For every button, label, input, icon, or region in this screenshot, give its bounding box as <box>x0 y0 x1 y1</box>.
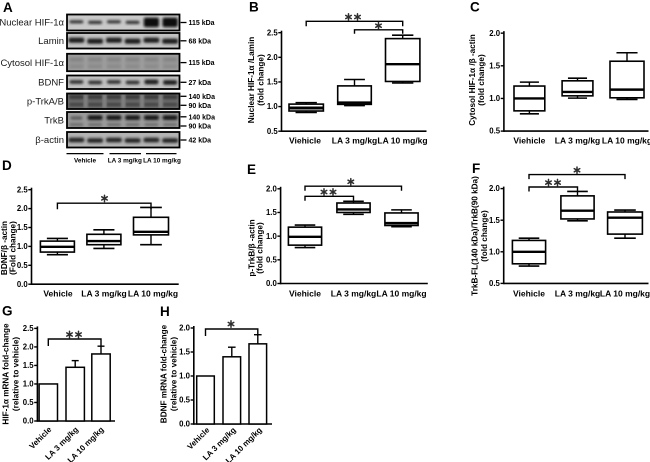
svg-text:H: H <box>160 304 170 319</box>
svg-text:1.0: 1.0 <box>179 372 191 381</box>
svg-text:140 kDa: 140 kDa <box>189 114 216 121</box>
svg-text:(fold change): (fold change) <box>256 222 265 274</box>
svg-text:Viehicle: Viehicle <box>289 289 321 299</box>
svg-text:1.5: 1.5 <box>489 216 501 225</box>
svg-text:Nuclear HIF-1α /Lamin: Nuclear HIF-1α /Lamin <box>247 37 256 123</box>
svg-text:68 kDa: 68 kDa <box>189 38 212 45</box>
svg-text:90 kDa: 90 kDa <box>189 124 212 131</box>
svg-text:140 kDa: 140 kDa <box>189 94 216 101</box>
svg-text:1.5: 1.5 <box>179 348 191 357</box>
svg-text:(relative to vehicle): (relative to vehicle) <box>170 337 179 411</box>
svg-text:1.5: 1.5 <box>17 223 29 232</box>
svg-text:1.5: 1.5 <box>267 78 279 87</box>
svg-text:LA 10 mg/kg: LA 10 mg/kg <box>602 136 650 146</box>
svg-text:LA 3 mg/kg: LA 3 mg/kg <box>81 289 127 299</box>
svg-text:2.0: 2.0 <box>489 29 501 38</box>
svg-text:0.0: 0.0 <box>17 280 29 289</box>
svg-text:1.0: 1.0 <box>267 102 279 111</box>
svg-text:0.0: 0.0 <box>23 417 35 426</box>
svg-text:Nuclear HIF-1α: Nuclear HIF-1α <box>0 18 64 29</box>
svg-text:42 kDa: 42 kDa <box>189 138 212 145</box>
svg-text:2.5: 2.5 <box>17 185 29 194</box>
svg-text:(fold change): (fold change) <box>477 54 486 106</box>
svg-text:1.5: 1.5 <box>23 361 35 370</box>
svg-text:115 kDa: 115 kDa <box>189 60 215 67</box>
svg-text:LA 10 mg/kg: LA 10 mg/kg <box>128 289 178 299</box>
svg-text:(Fold change): (Fold change) <box>9 221 18 275</box>
svg-text:2.5: 2.5 <box>267 28 279 37</box>
svg-text:0.5: 0.5 <box>23 398 35 407</box>
svg-text:1.0: 1.0 <box>266 232 278 241</box>
svg-text:0.0: 0.0 <box>179 420 191 429</box>
svg-text:C: C <box>470 0 480 15</box>
svg-text:BDNF mRNA fold-change: BDNF mRNA fold-change <box>160 324 169 423</box>
svg-text:LA 10 mg/kg: LA 10 mg/kg <box>376 289 426 299</box>
svg-text:LA 3 mg/kg: LA 3 mg/kg <box>332 136 378 146</box>
svg-text:HIF-1α mRNA fold-change: HIF-1α mRNA fold-change <box>2 323 11 425</box>
svg-text:2.0: 2.0 <box>489 184 501 193</box>
svg-text:p-TrkB/β -actin: p-TrkB/β -actin <box>247 219 256 276</box>
svg-text:BDNF/β -actin: BDNF/β -actin <box>0 221 9 275</box>
svg-text:1.5: 1.5 <box>489 61 501 70</box>
svg-text:LA 3 mg/kg: LA 3 mg/kg <box>555 136 601 146</box>
svg-text:Viehicle: Viehicle <box>513 136 545 146</box>
svg-text:0.5: 0.5 <box>179 396 191 405</box>
svg-text:Vehicle: Vehicle <box>74 157 96 164</box>
svg-text:TrkB-FL(140 kDa)/TrkB(90 kDa): TrkB-FL(140 kDa)/TrkB(90 kDa) <box>471 176 480 296</box>
svg-text:0.5: 0.5 <box>17 261 29 270</box>
svg-text:1.0: 1.0 <box>23 380 35 389</box>
svg-text:D: D <box>2 158 12 173</box>
svg-text:2.0: 2.0 <box>179 324 191 333</box>
svg-text:G: G <box>2 304 13 319</box>
svg-text:0.5: 0.5 <box>489 279 501 288</box>
svg-text:0.5: 0.5 <box>266 255 278 264</box>
svg-text:0.5: 0.5 <box>489 127 501 136</box>
svg-text:LA 3 mg/kg: LA 3 mg/kg <box>555 289 601 299</box>
svg-text:1.0: 1.0 <box>489 94 501 103</box>
svg-text:0.5: 0.5 <box>267 127 279 136</box>
svg-text:Viehicle: Viehicle <box>513 289 545 299</box>
svg-text:LA 3 mg/kg: LA 3 mg/kg <box>108 157 142 164</box>
svg-text:(relative to vehicle): (relative to vehicle) <box>12 337 21 411</box>
svg-text:p-TrkA/B: p-TrkA/B <box>27 97 64 108</box>
svg-text:2.0: 2.0 <box>266 184 278 193</box>
svg-text:B: B <box>249 0 259 15</box>
svg-text:2.0: 2.0 <box>17 204 29 213</box>
svg-text:1.0: 1.0 <box>17 242 29 251</box>
svg-text:(fold change): (fold change) <box>257 54 266 106</box>
svg-text:Cytosol HIF-1α /β -actin: Cytosol HIF-1α /β -actin <box>468 34 477 125</box>
svg-text:Lamin: Lamin <box>38 36 64 47</box>
svg-text:0.0: 0.0 <box>266 279 278 288</box>
svg-text:Vehicle: Vehicle <box>43 289 73 299</box>
svg-text:LA 10 mg/kg: LA 10 mg/kg <box>143 157 181 164</box>
svg-text:90 kDa: 90 kDa <box>189 103 212 110</box>
svg-text:27 kDa: 27 kDa <box>189 80 212 87</box>
svg-text:Cytosol HIF-1α: Cytosol HIF-1α <box>0 58 64 69</box>
svg-text:F: F <box>472 161 480 176</box>
svg-text:TrkB: TrkB <box>44 115 64 126</box>
svg-text:2.0: 2.0 <box>267 53 279 62</box>
svg-text:2.5: 2.5 <box>23 324 35 333</box>
svg-text:β-actin: β-actin <box>35 135 64 146</box>
svg-text:1.5: 1.5 <box>266 208 278 217</box>
svg-text:1.0: 1.0 <box>489 247 501 256</box>
svg-text:BDNF: BDNF <box>38 78 64 89</box>
svg-text:A: A <box>3 0 13 15</box>
svg-text:2.0: 2.0 <box>23 343 35 352</box>
svg-text:LA 10 mg/kg: LA 10 mg/kg <box>377 136 427 146</box>
svg-text:LA 3 mg/kg: LA 3 mg/kg <box>331 289 377 299</box>
svg-text:115 kDa: 115 kDa <box>189 20 215 27</box>
svg-text:Viehicle: Viehicle <box>289 136 321 146</box>
svg-text:E: E <box>247 162 256 177</box>
svg-text:LA 10 mg/kg: LA 10 mg/kg <box>600 289 650 299</box>
svg-text:(fold change): (fold change) <box>480 210 489 262</box>
